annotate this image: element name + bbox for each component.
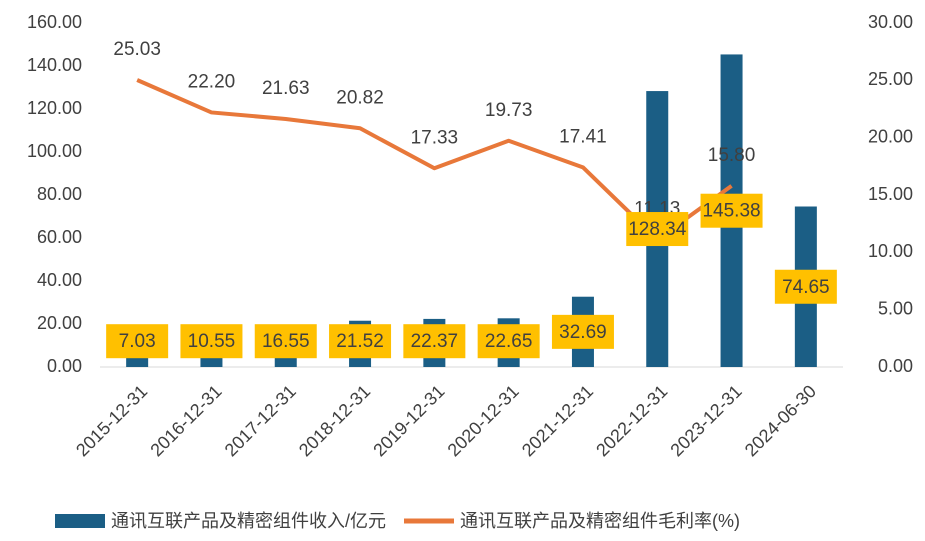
y2-tick-label: 15.00 <box>868 184 913 204</box>
value-label-box <box>329 324 392 359</box>
line-value-label: 19.73 <box>485 100 533 121</box>
y2-tick-label: 30.00 <box>868 12 913 32</box>
bar-value-label: 16.55 <box>262 331 310 352</box>
value-label-box <box>774 269 837 304</box>
y2-tick-label: 20.00 <box>868 126 913 146</box>
y-tick-label: 120.00 <box>27 98 82 118</box>
y-tick-label: 140.00 <box>27 55 82 75</box>
y2-tick-label: 25.00 <box>868 69 913 89</box>
value-label-box <box>700 193 763 228</box>
bar-value-label: 22.65 <box>485 331 533 352</box>
x-tick-label: 2019-12-31 <box>369 381 448 460</box>
line-value-label: 17.41 <box>559 126 607 147</box>
value-label-box <box>106 324 169 359</box>
x-tick-label: 2024-06-30 <box>741 381 820 460</box>
bar-value-label: 145.38 <box>702 201 760 222</box>
y-tick-label: 60.00 <box>37 227 82 247</box>
bar-value-label: 21.52 <box>336 331 384 352</box>
y-tick-label: 0.00 <box>47 356 82 376</box>
x-tick-label: 2022-12-31 <box>592 381 671 460</box>
y-tick-label: 100.00 <box>27 141 82 161</box>
y-tick-label: 160.00 <box>27 12 82 32</box>
x-tick-label: 2016-12-31 <box>146 381 225 460</box>
bar-value-label: 10.55 <box>188 331 236 352</box>
y-tick-label: 80.00 <box>37 184 82 204</box>
bar-value-label: 128.34 <box>628 219 687 240</box>
value-label-box <box>180 324 243 359</box>
line-value-label: 25.03 <box>113 39 161 60</box>
legend-swatch <box>55 514 105 528</box>
line-value-label: 15.80 <box>708 145 756 166</box>
value-label-box <box>254 324 317 359</box>
x-tick-label: 2015-12-31 <box>72 381 151 460</box>
y2-tick-label: 5.00 <box>878 298 913 318</box>
x-tick-label: 2021-12-31 <box>518 381 597 460</box>
legend-label: 通讯互联产品及精密组件毛利率(%) <box>460 511 740 531</box>
value-label-box <box>477 324 540 359</box>
bar-value-label: 74.65 <box>782 277 830 298</box>
value-label-box <box>551 314 614 349</box>
y2-tick-label: 10.00 <box>868 241 913 261</box>
legend-label: 通讯互联产品及精密组件收入/亿元 <box>111 511 386 531</box>
y-tick-label: 20.00 <box>37 313 82 333</box>
y-tick-label: 40.00 <box>37 270 82 290</box>
line-value-label: 17.33 <box>411 127 459 148</box>
x-tick-label: 2020-12-31 <box>444 381 523 460</box>
x-tick-label: 2017-12-31 <box>221 381 300 460</box>
line-value-label: 22.20 <box>188 71 236 92</box>
value-label-box <box>403 324 466 359</box>
bar-value-label: 32.69 <box>559 322 607 343</box>
y2-tick-label: 0.00 <box>878 356 913 376</box>
bar-value-label: 7.03 <box>119 331 156 352</box>
bar-value-label: 22.37 <box>411 331 459 352</box>
line-value-label: 20.82 <box>336 87 384 108</box>
line-value-label: 21.63 <box>262 78 310 99</box>
x-tick-label: 2023-12-31 <box>666 381 745 460</box>
value-label-box <box>626 212 689 247</box>
x-tick-label: 2018-12-31 <box>295 381 374 460</box>
